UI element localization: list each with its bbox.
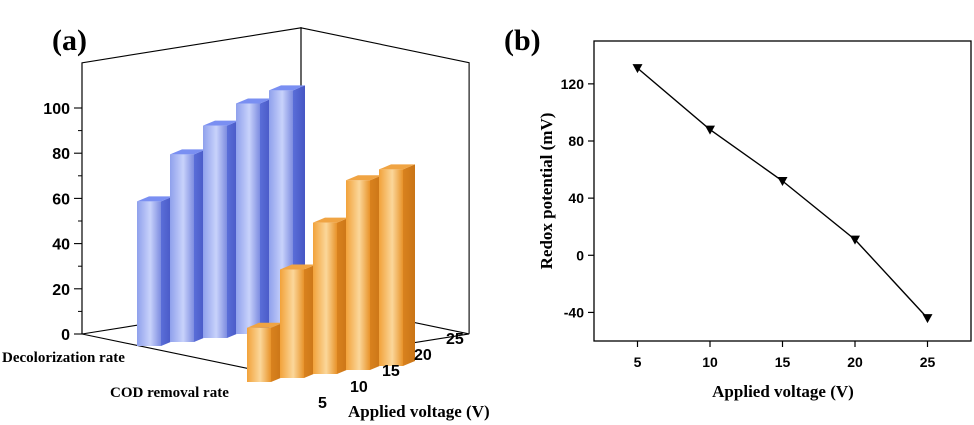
panel-b-data-point	[777, 177, 788, 186]
panel-a-bars	[137, 85, 415, 382]
panel-a-bar-front	[280, 269, 304, 378]
panel-a-bar-front	[346, 180, 370, 370]
panel-a-bar	[170, 149, 206, 342]
panel-a-bar-front	[170, 154, 194, 342]
panel-a-label: (a)	[52, 24, 87, 57]
panel-b-y-tick-label: 0	[576, 247, 584, 263]
panel-a-z-tick-label: 0	[61, 327, 70, 344]
panel-a-bar-top	[269, 85, 305, 91]
panel-a-bar	[203, 120, 239, 338]
panel-b-label: (b)	[504, 24, 541, 57]
panel-a-bar-top	[280, 264, 316, 270]
panel-a-bar	[236, 98, 272, 334]
panel-b-x-tick-label: 25	[920, 354, 936, 370]
panel-a-bar-top	[346, 175, 382, 181]
panel-b-data-point	[850, 235, 860, 245]
panel-b-plot-frame	[593, 40, 972, 342]
panel-b-ticks: 5 10 15 20 25 -40 0 40 80 120	[561, 76, 936, 370]
panel-b-x-tick-label: 5	[634, 354, 642, 370]
panel-a-bar-front	[203, 125, 227, 338]
panel-a-x-tick-label: 25	[446, 331, 464, 348]
panel-b-x-tick-label: 15	[775, 354, 791, 370]
panel-b-data-point	[705, 125, 715, 135]
panel-a-x-ticks: 5 10 15 20 25	[318, 331, 464, 412]
panel-a-x-axis-title: Applied voltage (V)	[348, 402, 490, 421]
panel-a-bar	[280, 264, 316, 378]
panel-a-3d-bar-chart: (a) 0 20 40 60 80 100 5 10 15 20 25 Decolorizatio…	[2, 24, 490, 421]
panel-a-bar-front	[236, 103, 260, 334]
panel-b-data-point	[922, 314, 933, 324]
panel-b-y-tick-label: -40	[564, 304, 584, 320]
panel-b-x-tick-label: 10	[702, 354, 718, 370]
panel-a-bar	[379, 164, 415, 366]
panel-a-z-tick-label: 80	[52, 146, 70, 163]
panel-a-bar	[137, 196, 173, 346]
panel-a-z-tick-label: 20	[52, 282, 70, 299]
panel-b-x-tick-label: 20	[847, 354, 863, 370]
panel-a-bar-front	[247, 327, 271, 382]
panel-a-bar	[247, 322, 283, 382]
panel-a-bar-top	[236, 98, 272, 104]
panel-a-bar	[313, 217, 349, 374]
panel-a-bar-top	[170, 149, 206, 155]
panel-a-bar-top	[247, 322, 283, 328]
panel-a-bar-front	[379, 169, 403, 366]
panel-a-z-ticks: 0 20 40 60 80 100	[43, 101, 82, 344]
panel-b-series	[632, 64, 933, 324]
panel-a-bar	[346, 175, 382, 370]
panel-a-bar-top	[203, 120, 239, 126]
panel-a-x-tick-label: 10	[350, 379, 368, 396]
panel-a-z-tick-label: 40	[52, 237, 70, 254]
panel-a-x-tick-label: 15	[382, 363, 400, 380]
panel-b-data-point	[632, 64, 643, 74]
panel-a-bar-front	[313, 222, 337, 374]
panel-b-y-tick-label: 40	[568, 190, 584, 206]
panel-a-bar-top	[313, 217, 349, 223]
panel-a-x-tick-label: 5	[318, 395, 327, 412]
panel-b-line-chart: (b) 5 10 15 20 25 -40 0 40 80 120 Applied voltage…	[504, 24, 972, 401]
panel-b-x-axis-title: Applied voltage (V)	[712, 382, 854, 401]
panel-a-bar-front	[137, 201, 161, 346]
panel-a-depth-label-decolorization: Decolorization rate	[2, 350, 125, 366]
panel-a-x-tick-label: 20	[414, 347, 432, 364]
panel-a-bar-side	[403, 164, 415, 366]
panel-a-z-tick-label: 100	[43, 101, 70, 118]
panel-b-y-tick-label: 120	[561, 76, 585, 92]
panel-a-depth-label-cod: COD removal rate	[110, 385, 229, 401]
panel-b-y-axis-title: Redox potential (mV)	[537, 113, 556, 270]
panel-a-z-tick-label: 60	[52, 191, 70, 208]
panel-a-bar-top	[137, 196, 173, 202]
panel-b-series-line	[637, 67, 929, 319]
panel-b-y-tick-label: 80	[568, 133, 584, 149]
panel-a-bar-top	[379, 164, 415, 170]
